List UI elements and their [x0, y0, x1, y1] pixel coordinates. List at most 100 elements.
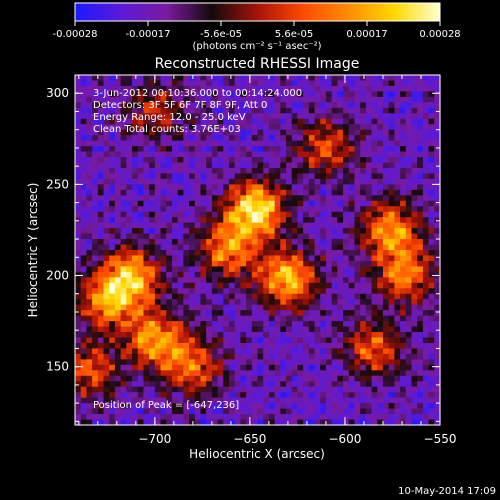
heatmap-cell: [114, 403, 122, 410]
heatmap-cell: [382, 353, 390, 360]
heatmap-cell: [382, 140, 390, 147]
heatmap-cell: [234, 140, 241, 147]
heatmap-cell: [132, 419, 139, 426]
heatmap-cell: [251, 157, 259, 164]
heatmap-cell: [354, 266, 361, 273]
heatmap-cell: [149, 151, 156, 158]
heatmap-cell: [86, 348, 93, 355]
heatmap-cell: [97, 370, 105, 377]
heatmap-cell: [422, 271, 430, 278]
heatmap-cell: [126, 364, 133, 371]
heatmap-cell: [246, 113, 253, 120]
heatmap-cell: [377, 184, 384, 191]
heatmap-cell: [166, 408, 173, 415]
heatmap-cell: [377, 157, 384, 164]
heatmap-cell: [274, 189, 281, 196]
heatmap-cell: [434, 337, 441, 344]
heatmap-cell: [234, 282, 241, 289]
heatmap-cell: [280, 326, 287, 333]
heatmap-cell: [382, 310, 390, 317]
heatmap-cell: [308, 271, 316, 278]
heatmap-cell: [428, 173, 435, 180]
heatmap-cell: [92, 96, 99, 103]
heatmap-cell: [314, 195, 321, 202]
heatmap-cell: [246, 124, 253, 131]
heatmap-cell: [280, 348, 287, 355]
heatmap-cell: [189, 189, 196, 196]
heatmap-cell: [143, 266, 150, 273]
heatmap-cell: [422, 96, 430, 103]
heatmap-cell: [228, 353, 236, 360]
heatmap-cell: [411, 162, 418, 169]
heatmap-cell: [325, 102, 333, 109]
heatmap-cell: [291, 244, 299, 251]
heatmap-cell: [411, 124, 418, 131]
heatmap-cell: [149, 96, 156, 103]
heatmap-cell: [211, 184, 219, 191]
heatmap-cell: [337, 370, 344, 377]
heatmap-cell: [360, 195, 367, 202]
heatmap-cell: [75, 326, 82, 333]
heatmap-cell: [240, 353, 247, 360]
heatmap-cell: [228, 167, 236, 175]
heatmap-cell: [325, 342, 333, 350]
heatmap-cell: [97, 282, 105, 289]
heatmap-cell: [234, 381, 241, 388]
heatmap-cell: [388, 342, 395, 350]
heatmap-cell: [297, 403, 304, 410]
heatmap-cell: [120, 239, 127, 246]
heatmap-cell: [308, 135, 316, 142]
heatmap-cell: [240, 370, 247, 377]
heatmap-cell: [371, 200, 378, 207]
heatmap-cell: [120, 375, 127, 382]
heatmap-cell: [126, 129, 133, 136]
heatmap-cell: [223, 282, 230, 289]
heatmap-cell: [388, 228, 395, 235]
heatmap-cell: [343, 260, 350, 268]
heatmap-cell: [86, 397, 93, 404]
heatmap-cell: [365, 129, 373, 136]
heatmap-cell: [405, 408, 413, 415]
heatmap-cell: [297, 124, 304, 131]
heatmap-cell: [103, 222, 110, 229]
heatmap-cell: [166, 419, 173, 426]
heatmap-cell: [331, 414, 338, 421]
heatmap-cell: [86, 85, 93, 93]
heatmap-cell: [394, 206, 401, 213]
heatmap-cell: [166, 91, 173, 98]
heatmap-cell: [92, 184, 99, 191]
heatmap-cell: [337, 310, 344, 317]
heatmap-cell: [428, 397, 435, 404]
heatmap-cell: [360, 326, 367, 333]
heatmap-cell: [103, 277, 110, 284]
heatmap-cell: [422, 255, 430, 262]
heatmap-cell: [291, 250, 299, 257]
heatmap-cell: [120, 271, 127, 278]
heatmap-cell: [120, 299, 127, 306]
heatmap-cell: [365, 408, 373, 415]
heatmap-cell: [371, 178, 378, 185]
heatmap-cell: [149, 228, 156, 235]
heatmap-cell: [291, 392, 299, 399]
heatmap-cell: [286, 75, 293, 82]
heatmap-cell: [377, 113, 384, 120]
heatmap-cell: [388, 113, 395, 120]
heatmap-cell: [103, 370, 110, 377]
heatmap-cell: [297, 107, 304, 114]
heatmap-cell: [103, 75, 110, 82]
heatmap-cell: [114, 200, 122, 207]
heatmap-cell: [297, 288, 304, 295]
heatmap-cell: [291, 293, 299, 300]
heatmap-cell: [189, 80, 196, 87]
heatmap-cell: [394, 386, 401, 393]
heatmap-cell: [400, 315, 407, 322]
heatmap-cell: [257, 370, 264, 377]
heatmap-cell: [240, 233, 247, 240]
heatmap-cell: [268, 271, 276, 278]
heatmap-cell: [348, 386, 356, 393]
heatmap-cell: [286, 107, 293, 114]
heatmap-cell: [114, 102, 122, 109]
heatmap-cell: [365, 85, 373, 93]
heatmap-cell: [149, 304, 156, 311]
heatmap-cell: [223, 189, 230, 196]
